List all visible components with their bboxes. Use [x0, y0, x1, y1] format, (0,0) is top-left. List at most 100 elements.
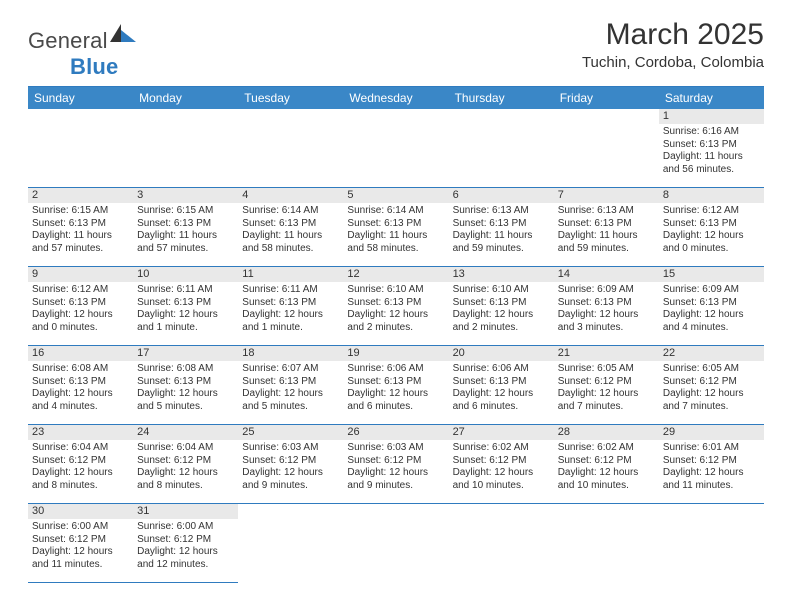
day-body: Sunrise: 6:10 AMSunset: 6:13 PMDaylight:…	[449, 282, 554, 336]
day-number: 19	[343, 346, 448, 361]
calendar-cell: 17Sunrise: 6:08 AMSunset: 6:13 PMDayligh…	[133, 346, 238, 425]
calendar-cell: 24Sunrise: 6:04 AMSunset: 6:12 PMDayligh…	[133, 425, 238, 504]
weekday-header: Wednesday	[343, 87, 448, 110]
sunset-text: Sunset: 6:13 PM	[453, 297, 550, 310]
sunrise-text: Sunrise: 6:04 AM	[32, 442, 129, 455]
title-block: March 2025 Tuchin, Cordoba, Colombia	[582, 18, 764, 71]
calendar-week-row: 9Sunrise: 6:12 AMSunset: 6:13 PMDaylight…	[28, 267, 764, 346]
day-number: 6	[449, 188, 554, 203]
calendar-cell: 8Sunrise: 6:12 AMSunset: 6:13 PMDaylight…	[659, 188, 764, 267]
daylight-text: Daylight: 11 hours and 59 minutes.	[558, 230, 655, 255]
calendar-cell	[449, 109, 554, 188]
logo-text-general: General	[28, 28, 108, 53]
weekday-header: Saturday	[659, 87, 764, 110]
weekday-header: Thursday	[449, 87, 554, 110]
sunrise-text: Sunrise: 6:07 AM	[242, 363, 339, 376]
calendar-cell: 4Sunrise: 6:14 AMSunset: 6:13 PMDaylight…	[238, 188, 343, 267]
day-number: 9	[28, 267, 133, 282]
weekday-header: Tuesday	[238, 87, 343, 110]
sunset-text: Sunset: 6:13 PM	[137, 218, 234, 231]
calendar-cell: 3Sunrise: 6:15 AMSunset: 6:13 PMDaylight…	[133, 188, 238, 267]
day-number: 20	[449, 346, 554, 361]
daylight-text: Daylight: 12 hours and 10 minutes.	[453, 467, 550, 492]
calendar-cell: 20Sunrise: 6:06 AMSunset: 6:13 PMDayligh…	[449, 346, 554, 425]
daylight-text: Daylight: 12 hours and 7 minutes.	[663, 388, 760, 413]
day-number: 30	[28, 504, 133, 519]
weekday-header: Friday	[554, 87, 659, 110]
day-number: 5	[343, 188, 448, 203]
sunrise-text: Sunrise: 6:15 AM	[32, 205, 129, 218]
calendar-cell: 12Sunrise: 6:10 AMSunset: 6:13 PMDayligh…	[343, 267, 448, 346]
calendar-cell: 22Sunrise: 6:05 AMSunset: 6:12 PMDayligh…	[659, 346, 764, 425]
calendar-cell: 5Sunrise: 6:14 AMSunset: 6:13 PMDaylight…	[343, 188, 448, 267]
calendar-cell: 10Sunrise: 6:11 AMSunset: 6:13 PMDayligh…	[133, 267, 238, 346]
daylight-text: Daylight: 12 hours and 0 minutes.	[663, 230, 760, 255]
daylight-text: Daylight: 12 hours and 11 minutes.	[32, 546, 129, 571]
daylight-text: Daylight: 12 hours and 7 minutes.	[558, 388, 655, 413]
daylight-text: Daylight: 11 hours and 57 minutes.	[137, 230, 234, 255]
sunset-text: Sunset: 6:13 PM	[32, 376, 129, 389]
sunrise-text: Sunrise: 6:02 AM	[453, 442, 550, 455]
sunrise-text: Sunrise: 6:04 AM	[137, 442, 234, 455]
day-body: Sunrise: 6:01 AMSunset: 6:12 PMDaylight:…	[659, 440, 764, 494]
sunrise-text: Sunrise: 6:14 AM	[347, 205, 444, 218]
calendar-cell	[343, 504, 448, 583]
day-number: 27	[449, 425, 554, 440]
sunset-text: Sunset: 6:13 PM	[663, 297, 760, 310]
day-number: 1	[659, 109, 764, 124]
sunset-text: Sunset: 6:13 PM	[453, 376, 550, 389]
daylight-text: Daylight: 12 hours and 3 minutes.	[558, 309, 655, 334]
sunset-text: Sunset: 6:12 PM	[558, 455, 655, 468]
sunrise-text: Sunrise: 6:00 AM	[32, 521, 129, 534]
daylight-text: Daylight: 12 hours and 2 minutes.	[347, 309, 444, 334]
daylight-text: Daylight: 12 hours and 10 minutes.	[558, 467, 655, 492]
calendar-cell: 15Sunrise: 6:09 AMSunset: 6:13 PMDayligh…	[659, 267, 764, 346]
sunset-text: Sunset: 6:13 PM	[32, 297, 129, 310]
day-body: Sunrise: 6:00 AMSunset: 6:12 PMDaylight:…	[133, 519, 238, 573]
calendar-week-row: 23Sunrise: 6:04 AMSunset: 6:12 PMDayligh…	[28, 425, 764, 504]
day-number: 13	[449, 267, 554, 282]
sunrise-text: Sunrise: 6:02 AM	[558, 442, 655, 455]
sunrise-text: Sunrise: 6:10 AM	[347, 284, 444, 297]
day-body: Sunrise: 6:11 AMSunset: 6:13 PMDaylight:…	[238, 282, 343, 336]
day-body: Sunrise: 6:05 AMSunset: 6:12 PMDaylight:…	[659, 361, 764, 415]
sunrise-text: Sunrise: 6:06 AM	[453, 363, 550, 376]
day-body: Sunrise: 6:07 AMSunset: 6:13 PMDaylight:…	[238, 361, 343, 415]
day-body: Sunrise: 6:13 AMSunset: 6:13 PMDaylight:…	[449, 203, 554, 257]
logo-text: GeneralBlue	[28, 24, 138, 80]
day-number: 15	[659, 267, 764, 282]
weekday-header-row: Sunday Monday Tuesday Wednesday Thursday…	[28, 87, 764, 110]
sunrise-text: Sunrise: 6:12 AM	[32, 284, 129, 297]
daylight-text: Daylight: 12 hours and 4 minutes.	[663, 309, 760, 334]
weekday-header: Monday	[133, 87, 238, 110]
sunset-text: Sunset: 6:13 PM	[242, 218, 339, 231]
calendar-week-row: 2Sunrise: 6:15 AMSunset: 6:13 PMDaylight…	[28, 188, 764, 267]
day-body: Sunrise: 6:08 AMSunset: 6:13 PMDaylight:…	[28, 361, 133, 415]
sunset-text: Sunset: 6:12 PM	[137, 534, 234, 547]
day-body: Sunrise: 6:14 AMSunset: 6:13 PMDaylight:…	[343, 203, 448, 257]
day-number: 24	[133, 425, 238, 440]
day-body: Sunrise: 6:03 AMSunset: 6:12 PMDaylight:…	[343, 440, 448, 494]
sunrise-text: Sunrise: 6:08 AM	[32, 363, 129, 376]
calendar-cell	[554, 504, 659, 583]
day-number: 21	[554, 346, 659, 361]
day-number: 23	[28, 425, 133, 440]
daylight-text: Daylight: 12 hours and 1 minute.	[137, 309, 234, 334]
calendar-cell: 26Sunrise: 6:03 AMSunset: 6:12 PMDayligh…	[343, 425, 448, 504]
calendar-cell: 28Sunrise: 6:02 AMSunset: 6:12 PMDayligh…	[554, 425, 659, 504]
calendar-cell: 9Sunrise: 6:12 AMSunset: 6:13 PMDaylight…	[28, 267, 133, 346]
day-number: 10	[133, 267, 238, 282]
sunset-text: Sunset: 6:13 PM	[663, 218, 760, 231]
sunrise-text: Sunrise: 6:01 AM	[663, 442, 760, 455]
sunset-text: Sunset: 6:13 PM	[347, 218, 444, 231]
daylight-text: Daylight: 11 hours and 58 minutes.	[347, 230, 444, 255]
header: GeneralBlue March 2025 Tuchin, Cordoba, …	[28, 18, 764, 80]
sunset-text: Sunset: 6:12 PM	[663, 455, 760, 468]
sunrise-text: Sunrise: 6:06 AM	[347, 363, 444, 376]
calendar-cell: 25Sunrise: 6:03 AMSunset: 6:12 PMDayligh…	[238, 425, 343, 504]
day-body: Sunrise: 6:02 AMSunset: 6:12 PMDaylight:…	[449, 440, 554, 494]
calendar-cell: 16Sunrise: 6:08 AMSunset: 6:13 PMDayligh…	[28, 346, 133, 425]
sunrise-text: Sunrise: 6:11 AM	[137, 284, 234, 297]
calendar-cell: 7Sunrise: 6:13 AMSunset: 6:13 PMDaylight…	[554, 188, 659, 267]
daylight-text: Daylight: 12 hours and 5 minutes.	[137, 388, 234, 413]
